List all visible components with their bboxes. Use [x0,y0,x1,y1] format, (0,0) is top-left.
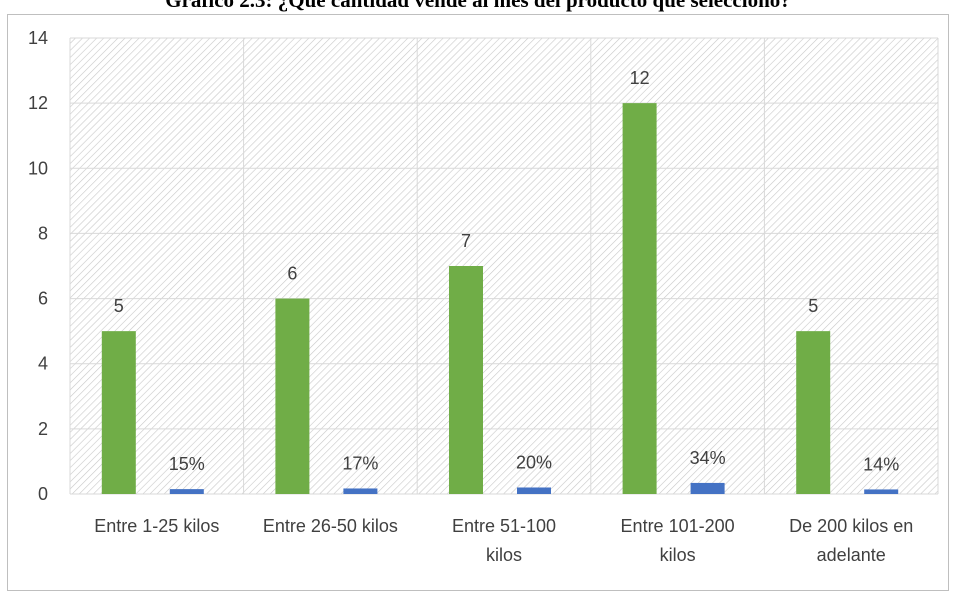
x-tick-label: Entre 51-100 [452,516,556,536]
bar [169,489,204,494]
y-tick-label: 10 [28,158,48,178]
y-axis-ticks: 0 2 4 6 8 10 12 14 [28,28,48,504]
bar [517,487,551,494]
gridlines [69,37,939,495]
data-labels: 5 6 7 12 5 15% 17% 20% 34% 14% [114,68,899,474]
bar [275,298,310,494]
x-tick-label: De 200 kilos en [789,516,913,536]
y-tick-label: 2 [38,419,48,439]
data-label: 7 [461,231,471,251]
bar-chart: 0 2 4 6 8 10 12 14 5 6 7 12 5 15% 17% 20% 34% 14% Entre … [28,28,939,565]
y-tick-label: 8 [38,223,48,243]
bar [622,103,657,495]
bar [449,266,483,494]
data-label: 5 [114,296,124,316]
data-label: 34% [690,448,726,468]
x-tick-label: kilos [486,545,522,565]
data-label: 17% [342,453,378,473]
x-tick-label: Entre 1-25 kilos [94,516,219,536]
data-label: 5 [808,296,818,316]
data-label: 14% [863,454,899,474]
y-tick-label: 0 [38,484,48,504]
x-axis-ticks: Entre 1-25 kilos Entre 26-50 kilos Entre 5… [94,516,913,565]
bar [343,488,378,494]
x-tick-label: Entre 26-50 kilos [263,516,398,536]
y-tick-label: 14 [28,28,48,48]
bar [796,331,831,494]
chart-title: Gráfico 2.3: ¿Qué cantidad vende al mes … [165,0,791,12]
data-label: 12 [630,68,650,88]
bar [864,489,899,494]
x-tick-label: kilos [660,545,696,565]
x-tick-label: Entre 101-200 [621,516,735,536]
data-label: 15% [169,454,205,474]
data-label: 20% [516,452,552,472]
bar [101,331,136,494]
bar [690,482,725,494]
y-tick-label: 12 [28,93,48,113]
plot-area [70,38,938,494]
y-tick-label: 6 [38,289,48,309]
plot-background [70,38,938,494]
bars [101,103,899,495]
x-tick-label: adelante [817,545,886,565]
data-label: 6 [287,264,297,284]
y-tick-label: 4 [38,354,48,374]
